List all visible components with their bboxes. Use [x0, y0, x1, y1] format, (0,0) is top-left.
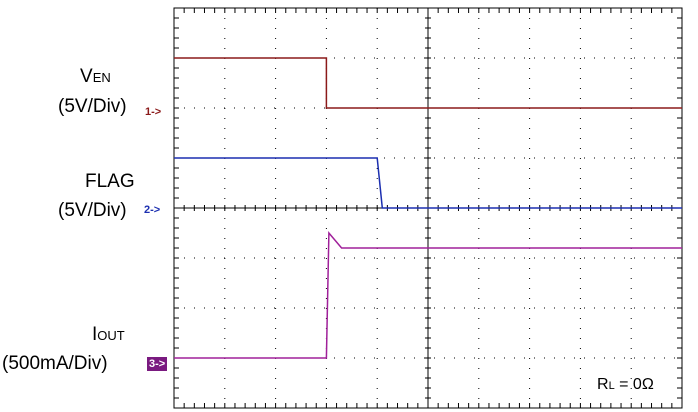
- load-annotation-rest: = 0Ω: [614, 376, 654, 393]
- flag-label: FLAG: [85, 171, 135, 192]
- iout-label: IOUT: [92, 324, 125, 347]
- iout-label-main: I: [92, 324, 98, 345]
- trace-iout: [174, 231, 682, 359]
- ven-label: VEN: [80, 66, 111, 89]
- load-annotation: RL = 0Ω: [597, 374, 654, 397]
- iout-scale: (500mA/Div): [2, 353, 108, 374]
- trace-flag: [174, 157, 682, 209]
- ch3-marker: 3->: [147, 357, 168, 371]
- iout-label-sub: OUT: [97, 328, 125, 343]
- flag-scale: (5V/Div): [58, 200, 127, 221]
- load-annotation-main: R: [597, 376, 609, 393]
- ven-label-main: V: [80, 66, 93, 87]
- ch1-marker: 1->: [145, 106, 162, 118]
- trace-ven: [174, 57, 682, 109]
- ch2-marker: 2->: [144, 204, 161, 216]
- ven-label-sub: EN: [92, 70, 111, 85]
- ven-scale: (5V/Div): [58, 96, 127, 117]
- load-annotation-sub: L: [608, 380, 615, 392]
